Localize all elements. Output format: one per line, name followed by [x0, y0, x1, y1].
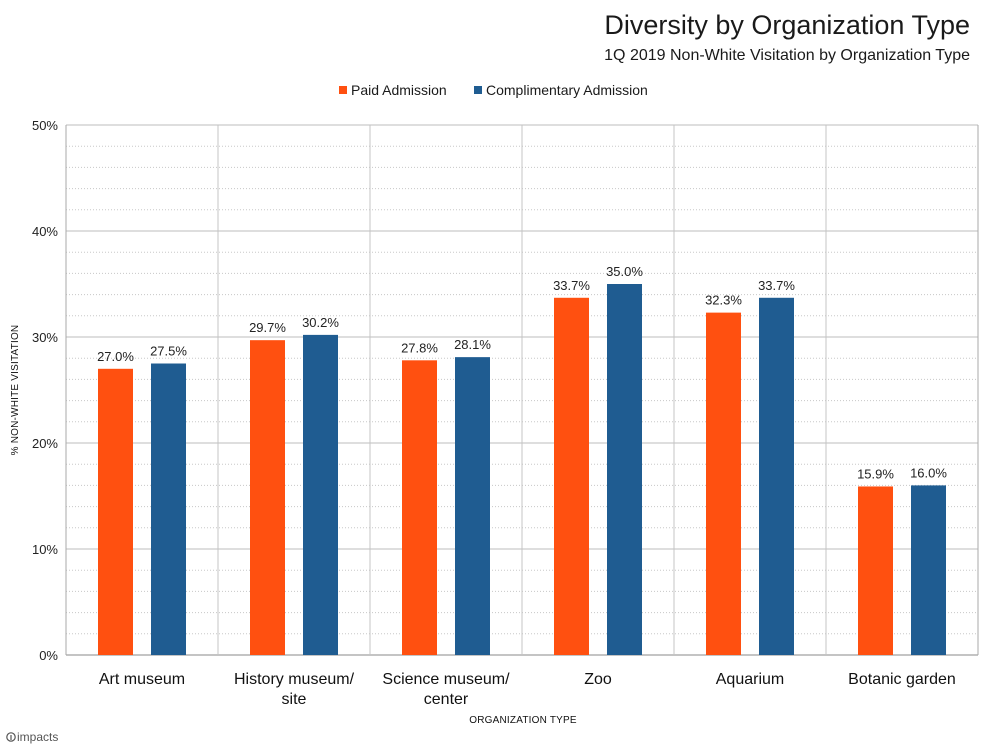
value-label: 16.0% — [910, 465, 947, 480]
legend-label-paid: Paid Admission — [351, 82, 447, 98]
value-label: 15.9% — [857, 466, 894, 481]
chart-subtitle: 1Q 2019 Non-White Visitation by Organiza… — [604, 47, 970, 64]
bar-paid — [706, 312, 741, 655]
logo-text: impacts — [17, 730, 58, 744]
x-tick-label: Science museum/ — [382, 671, 510, 688]
bar-complimentary — [759, 297, 794, 655]
bar-complimentary — [455, 357, 490, 655]
x-tick-label: center — [424, 691, 469, 708]
legend-label-complimentary: Complimentary Admission — [486, 82, 648, 98]
bar-paid — [554, 297, 589, 655]
bar-complimentary — [607, 284, 642, 655]
bar-paid — [98, 368, 133, 655]
value-label: 32.3% — [705, 293, 742, 308]
x-axis-labels: Art museum History museum/site Science mus… — [99, 671, 956, 708]
y-tick-label: 10% — [32, 542, 58, 557]
bar-complimentary — [151, 363, 186, 655]
bars — [98, 284, 946, 655]
bar-complimentary — [303, 334, 338, 655]
chart-title: Diversity by Organization Type — [604, 10, 970, 40]
x-tick-label: Art museum — [99, 671, 185, 688]
x-tick-label: Botanic garden — [848, 671, 956, 688]
x-axis-title: ORGANIZATION TYPE — [469, 715, 577, 726]
bar-paid — [402, 360, 437, 655]
x-tick-label: Aquarium — [716, 671, 784, 688]
legend: Paid Admission Complimentary Admission — [339, 82, 648, 98]
value-label: 27.0% — [97, 349, 134, 364]
x-tick-label: site — [282, 691, 307, 708]
legend-swatch-paid — [339, 86, 347, 94]
x-tick-label: Zoo — [584, 671, 612, 688]
impacts-logo: impacts — [6, 730, 58, 744]
x-tick-label: History museum/ — [234, 671, 355, 688]
category-dividers — [65, 125, 979, 655]
legend-swatch-complimentary — [474, 86, 482, 94]
y-tick-label: 50% — [32, 118, 58, 133]
bar-paid — [858, 486, 893, 655]
value-label: 27.8% — [401, 340, 438, 355]
y-tick-label: 30% — [32, 330, 58, 345]
value-label: 33.7% — [758, 278, 795, 293]
value-label: 33.7% — [553, 278, 590, 293]
y-tick-label: 20% — [32, 436, 58, 451]
y-tick-label: 40% — [32, 224, 58, 239]
y-tick-label: 0% — [39, 648, 58, 663]
value-labels: 27.0% 29.7% 27.8% 33.7% 32.3% 15.9% 27.5% 30.2%… — [97, 264, 947, 481]
value-label: 27.5% — [150, 344, 187, 359]
bar-paid — [250, 340, 285, 655]
value-label: 28.1% — [454, 337, 491, 352]
bar-complimentary — [911, 485, 946, 655]
value-label: 29.7% — [249, 320, 286, 335]
value-label: 35.0% — [606, 264, 643, 279]
y-axis-ticks: 0% 10% 20% 30% 40% 50% — [32, 118, 58, 663]
y-axis-title: % NON-WHITE VISITATION — [10, 325, 21, 456]
value-label: 30.2% — [302, 315, 339, 330]
